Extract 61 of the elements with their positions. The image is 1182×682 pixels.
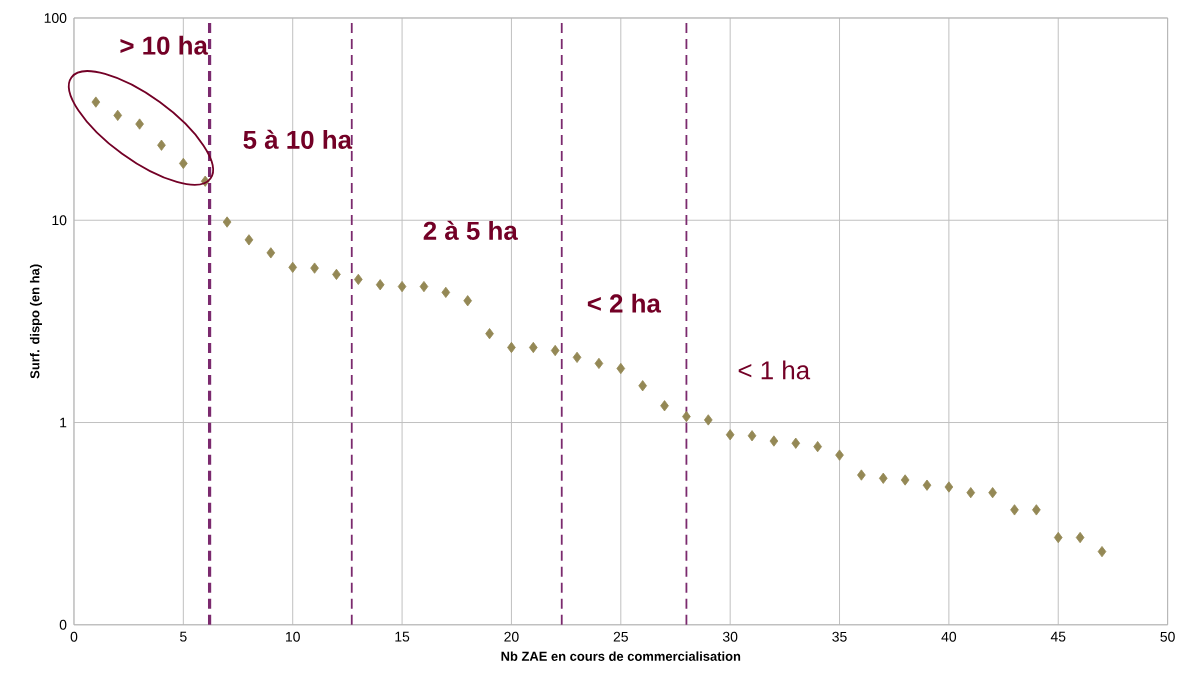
x-tick-label: 30 <box>722 631 738 642</box>
ref-line-label: 2 à 5 ha <box>423 220 518 241</box>
point <box>922 479 932 491</box>
point <box>813 441 822 453</box>
point <box>1075 532 1085 544</box>
x-tick-label: 5 <box>180 631 187 642</box>
point <box>682 411 691 423</box>
point <box>769 435 779 447</box>
point <box>441 286 451 299</box>
point <box>419 281 429 293</box>
point <box>791 437 801 449</box>
point <box>310 262 319 274</box>
point <box>1053 532 1063 544</box>
point <box>135 118 144 130</box>
point <box>594 357 604 370</box>
x-tick-label: 20 <box>504 631 519 642</box>
point <box>91 96 101 108</box>
point <box>638 380 647 392</box>
x-axis-title: Nb ZAE en cours de commercialisation <box>501 651 741 661</box>
ref-line-label: < 2 ha <box>587 293 662 313</box>
point <box>878 472 888 484</box>
point <box>1097 546 1107 558</box>
point <box>857 469 866 481</box>
point <box>397 281 407 293</box>
point <box>550 345 560 357</box>
y-tick-label: 10 <box>52 215 67 226</box>
point <box>463 295 472 307</box>
y-tick-label: 0 <box>59 619 67 630</box>
point <box>485 328 494 340</box>
point <box>725 429 735 441</box>
point <box>966 487 976 499</box>
point <box>616 363 626 375</box>
point <box>900 474 910 486</box>
point <box>944 481 954 493</box>
x-tick-label: 10 <box>286 631 300 642</box>
y-tick-label: 100 <box>44 13 67 24</box>
point <box>703 414 713 426</box>
x-tick-label: 0 <box>70 631 78 642</box>
point <box>747 430 757 442</box>
x-tick-label: 45 <box>1050 631 1066 642</box>
point <box>572 351 582 364</box>
ref-line-label: < 1 ha <box>738 360 811 380</box>
x-tick-label: 35 <box>832 631 847 642</box>
point <box>988 487 997 499</box>
point <box>113 109 123 122</box>
point <box>266 247 276 259</box>
point <box>244 234 254 246</box>
annotation: > 10 ha <box>120 35 209 55</box>
y-tick-label: 1 <box>60 417 67 428</box>
x-tick-label: 50 <box>1160 631 1175 642</box>
y-axis-title: Surf. dispo (en ha) <box>29 264 42 379</box>
x-tick-label: 15 <box>395 631 410 642</box>
x-tick-label: 40 <box>941 631 957 642</box>
point <box>1032 504 1041 516</box>
point <box>835 449 844 461</box>
point <box>222 216 232 228</box>
x-tick-label: 25 <box>613 631 628 642</box>
point <box>660 400 669 412</box>
point <box>1010 504 1019 516</box>
point <box>375 279 385 291</box>
point <box>157 139 166 151</box>
